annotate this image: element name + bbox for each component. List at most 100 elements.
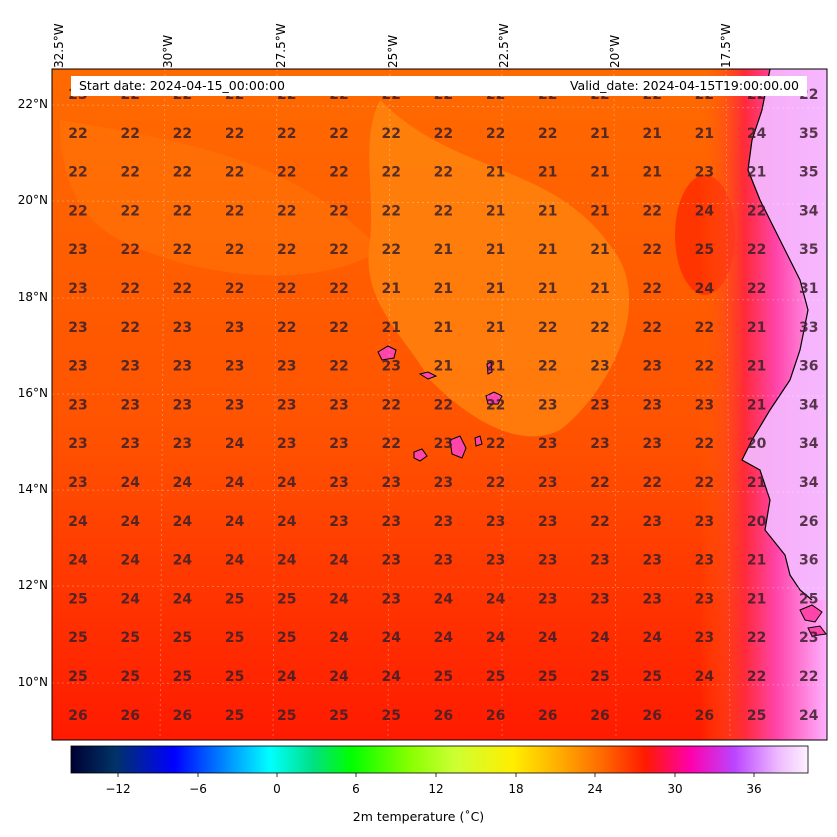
temperature-value: 25 xyxy=(225,591,244,607)
colorbar-tick-label: 36 xyxy=(746,782,762,796)
temperature-value: 24 xyxy=(225,553,245,569)
temperature-value: 26 xyxy=(695,708,714,724)
temperature-value: 22 xyxy=(120,320,139,336)
temperature-value: 21 xyxy=(747,165,766,181)
temperature-value: 23 xyxy=(68,320,87,336)
temperature-value: 22 xyxy=(173,281,192,297)
temperature-value: 24 xyxy=(695,281,715,297)
temperature-value: 25 xyxy=(173,630,192,646)
temperature-value: 24 xyxy=(173,591,193,607)
temperature-value: 23 xyxy=(590,553,609,569)
temperature-value: 20 xyxy=(747,514,767,530)
temperature-value: 24 xyxy=(434,630,454,646)
lon-label-17.5W: 17.5°W xyxy=(719,23,733,68)
temperature-value: 22 xyxy=(538,359,557,375)
temperature-value: 21 xyxy=(538,242,557,258)
temperature-value: 22 xyxy=(695,359,714,375)
temperature-value: 23 xyxy=(590,436,609,452)
temperature-value: 34 xyxy=(799,475,819,491)
temperature-value: 22 xyxy=(381,436,400,452)
temperature-value: 22 xyxy=(173,126,192,142)
temperature-value: 24 xyxy=(173,514,193,530)
temperature-value: 25 xyxy=(225,669,244,685)
temperature-value: 21 xyxy=(486,165,505,181)
temperature-value: 23 xyxy=(695,591,714,607)
temperature-value: 24 xyxy=(68,553,88,569)
lat-label-14N: 14°N xyxy=(17,482,48,496)
temperature-value: 21 xyxy=(747,359,766,375)
island-sal xyxy=(486,361,493,375)
temperature-value: 23 xyxy=(329,436,348,452)
temperature-value: 21 xyxy=(642,165,661,181)
temperature-value: 21 xyxy=(590,281,609,297)
temperature-value: 24 xyxy=(695,669,715,685)
cool-region xyxy=(368,100,630,437)
temperature-value: 21 xyxy=(747,591,766,607)
temperature-value: 25 xyxy=(799,591,818,607)
temperature-value: 23 xyxy=(538,475,557,491)
temperature-value: 23 xyxy=(173,320,192,336)
temperature-value: 22 xyxy=(277,126,296,142)
temperature-value: 22 xyxy=(120,126,139,142)
temperature-value: 23 xyxy=(642,397,661,413)
temperature-value: 22 xyxy=(799,669,818,685)
temperature-value: 24 xyxy=(120,591,140,607)
temperature-value: 23 xyxy=(173,397,192,413)
temperature-value: 23 xyxy=(695,397,714,413)
temperature-value: 22 xyxy=(329,281,348,297)
temperature-value: 23 xyxy=(381,514,400,530)
temperature-value: 21 xyxy=(381,281,400,297)
temperature-value: 25 xyxy=(747,708,766,724)
temperature-value: 21 xyxy=(486,281,505,297)
temperature-value: 21 xyxy=(538,165,557,181)
temperature-value: 24 xyxy=(225,436,245,452)
temperature-value: 23 xyxy=(381,359,400,375)
temperature-value: 23 xyxy=(381,475,400,491)
lon-label-27.5W: 27.5°W xyxy=(274,23,288,68)
temperature-value: 22 xyxy=(225,281,244,297)
temperature-value: 23 xyxy=(434,553,453,569)
temperature-value: 22 xyxy=(381,242,400,258)
temperature-value: 22 xyxy=(381,397,400,413)
colorbar-tick-label: 24 xyxy=(587,782,603,796)
temperature-value: 21 xyxy=(486,359,505,375)
temperature-value: 23 xyxy=(68,359,87,375)
temperature-value: 22 xyxy=(173,242,192,258)
temperature-value: 25 xyxy=(642,669,661,685)
island-maio xyxy=(474,435,483,447)
temperature-value: 25 xyxy=(277,708,296,724)
temperature-value: 26 xyxy=(173,708,192,724)
temperature-value: 23 xyxy=(642,591,661,607)
island-sao-vicente xyxy=(418,371,438,380)
temperature-value: 23 xyxy=(225,320,244,336)
temperature-value: 22 xyxy=(277,320,296,336)
temperature-value: 22 xyxy=(68,165,87,181)
temperature-value: 22 xyxy=(277,203,296,219)
temperature-value: 34 xyxy=(799,436,819,452)
island-boa-vista xyxy=(485,391,503,405)
temperature-value: 36 xyxy=(799,359,818,375)
lat-label-22N: 22°N xyxy=(17,97,48,111)
temperature-value: 24 xyxy=(277,553,297,569)
temperature-value: 23 xyxy=(642,359,661,375)
temperature-value: 25 xyxy=(225,708,244,724)
temperature-value: 26 xyxy=(434,708,453,724)
temperature-value: 26 xyxy=(799,514,818,530)
temperature-value: 23 xyxy=(68,436,87,452)
temperature-value: 22 xyxy=(486,397,505,413)
temperature-value: 22 xyxy=(747,630,766,646)
temperature-value: 25 xyxy=(68,669,87,685)
temperature-value: 23 xyxy=(225,397,244,413)
island-fogo xyxy=(413,448,428,462)
lat-label-10N: 10°N xyxy=(17,675,48,689)
temperature-value: 22 xyxy=(329,242,348,258)
temperature-value: 24 xyxy=(277,514,297,530)
temperature-value: 24 xyxy=(277,669,297,685)
colorbar-ticks xyxy=(117,773,755,777)
temperature-value: 22 xyxy=(381,165,400,181)
temperature-value: 23 xyxy=(277,397,296,413)
temperature-value: 34 xyxy=(799,203,819,219)
temperature-value: 21 xyxy=(590,165,609,181)
temperature-value: 21 xyxy=(434,242,453,258)
temperature-value: 22 xyxy=(225,203,244,219)
